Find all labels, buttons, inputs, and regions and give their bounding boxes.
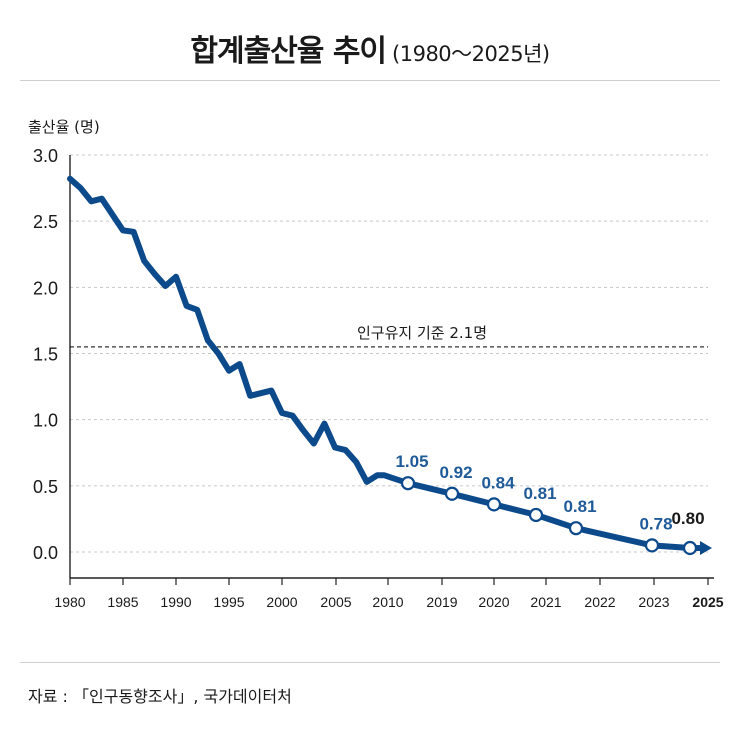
x-tick-label-1995: 1995 <box>213 594 244 610</box>
series-arrow-head <box>700 541 712 556</box>
x-tick-label-1980: 1980 <box>54 594 85 610</box>
data-label-2023: 0.78 <box>639 514 672 533</box>
x-tick-label-2010: 2010 <box>372 594 403 610</box>
data-marker-2021 <box>528 507 544 523</box>
x-tick-label-2021: 2021 <box>530 594 561 610</box>
data-marker-2022 <box>568 521 584 536</box>
y-tick-label-1.0: 1.0 <box>33 411 58 431</box>
x-tick-label-2000: 2000 <box>266 594 297 610</box>
x-tick-label-2023: 2023 <box>638 594 669 610</box>
data-label-2025: 0.80 <box>671 509 704 528</box>
chart-title-sub: (1980～2025년) <box>392 42 550 66</box>
x-tick-label-2019: 2019 <box>426 594 457 610</box>
data-marker-2020 <box>486 497 502 512</box>
y-tick-label-3.0: 3.0 <box>33 146 58 166</box>
chart-title-main: 합계출산율 추이 <box>190 34 387 69</box>
data-marker-2019 <box>444 486 460 501</box>
data-marker-2025 <box>682 540 698 556</box>
reference-line-label: 인구유지 기준 2.1명 <box>357 324 487 342</box>
y-tick-label-2.0: 2.0 <box>33 278 58 298</box>
data-label-2022: 0.81 <box>563 497 596 516</box>
data-label-2010: 1.05 <box>395 452 428 471</box>
y-tick-label-2.5: 2.5 <box>33 212 58 232</box>
data-marker-2010 <box>400 476 416 491</box>
series-line <box>67 175 712 556</box>
data-markers <box>400 476 698 556</box>
x-tick-label-2025: 2025 <box>692 594 723 610</box>
data-label-2021: 0.81 <box>523 484 556 503</box>
data-marker-2023 <box>644 538 660 553</box>
axes: 3.0 2.5 2.0 1.5 1.0 0.5 0.0 1980 1985 1990 1995 200… <box>33 146 724 610</box>
series-line-path <box>67 175 693 551</box>
chart-title: 합계출산율 추이 (1980～2025년) <box>0 26 740 70</box>
y-tick-label-1.5: 1.5 <box>33 345 58 365</box>
y-axis-label: 출산율 (명) <box>28 118 100 136</box>
source-note: 자료 : 「인구동향조사」, 국가데이터처 <box>28 687 292 706</box>
x-tick-label-1990: 1990 <box>160 594 191 610</box>
x-tick-label-2022: 2022 <box>584 594 615 610</box>
reference-line-group: 인구유지 기준 2.1명 <box>70 324 708 348</box>
y-tick-label-0.5: 0.5 <box>33 477 58 497</box>
source-divider <box>20 662 720 663</box>
data-label-2020: 0.84 <box>481 473 515 492</box>
title-divider <box>20 80 720 81</box>
data-label-2019: 0.92 <box>439 463 472 482</box>
grid-lines <box>70 154 708 553</box>
data-labels: 1.05 0.92 0.84 0.81 0.81 0.780.80 <box>395 452 704 533</box>
y-tick-label-0.0: 0.0 <box>33 543 58 563</box>
x-tick-label-2005: 2005 <box>320 594 351 610</box>
x-tick-label-2020: 2020 <box>478 594 509 610</box>
x-tick-label-1985: 1985 <box>107 594 138 610</box>
